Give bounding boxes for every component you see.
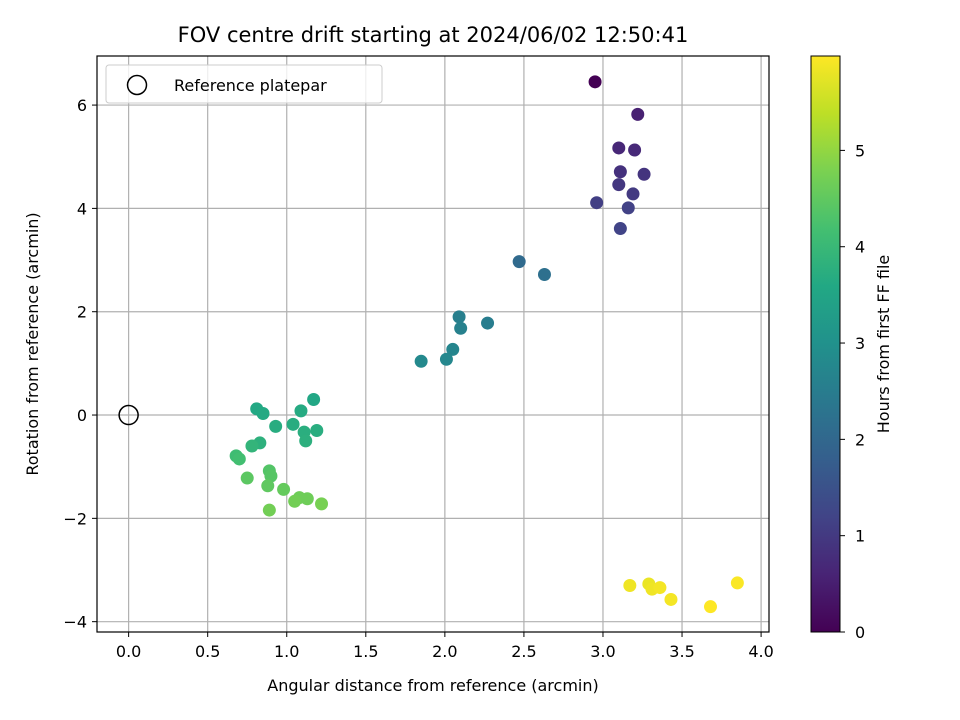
data-point — [310, 424, 324, 438]
data-point — [653, 581, 667, 595]
data-point — [294, 404, 308, 418]
y-tick-label: −4 — [63, 613, 87, 632]
data-point — [315, 497, 329, 511]
y-tick-label: −2 — [63, 509, 87, 528]
x-tick-label: 2.0 — [432, 642, 457, 661]
data-point — [481, 316, 495, 330]
data-point — [256, 406, 270, 420]
x-tick-label: 1.0 — [274, 642, 299, 661]
data-point — [454, 321, 468, 335]
data-point — [590, 196, 604, 210]
data-point — [307, 393, 321, 407]
colorbar-tick-label: 0 — [855, 623, 865, 642]
chart-title: FOV centre drift starting at 2024/06/02 … — [178, 23, 689, 47]
x-tick-label: 1.5 — [353, 642, 378, 661]
x-tick-label: 2.5 — [511, 642, 536, 661]
data-point — [299, 434, 313, 448]
data-point — [286, 417, 300, 431]
colorbar-gradient — [810, 55, 841, 633]
y-tick-label: 2 — [77, 303, 87, 322]
y-tick-label: 0 — [77, 406, 87, 425]
y-tick-label: 4 — [77, 199, 87, 218]
data-point — [452, 310, 466, 324]
y-tick-label: 6 — [77, 96, 87, 115]
data-point — [613, 165, 627, 179]
x-tick-label: 0.0 — [116, 642, 141, 661]
data-point — [439, 352, 453, 366]
data-point — [537, 268, 551, 282]
data-point — [612, 178, 626, 192]
x-axis-title: Angular distance from reference (arcmin) — [267, 676, 598, 695]
x-tick-label: 3.5 — [669, 642, 694, 661]
y-axis-title: Rotation from reference (arcmin) — [23, 212, 42, 475]
data-point — [261, 479, 275, 493]
data-point — [623, 579, 637, 593]
colorbar-ticks: 0 1 2 3 4 5 — [840, 141, 865, 642]
data-point — [446, 342, 460, 356]
data-point — [245, 439, 259, 453]
colorbar: 0 1 2 3 4 5 Hours from first FF file — [810, 55, 893, 642]
x-tick-label: 4.0 — [748, 642, 773, 661]
data-point — [232, 452, 246, 466]
data-point — [613, 222, 627, 236]
data-point — [631, 107, 645, 121]
data-point — [264, 469, 278, 483]
colorbar-tick-label: 5 — [855, 141, 865, 160]
data-point — [277, 482, 291, 496]
data-point — [628, 143, 642, 157]
legend-box — [105, 64, 383, 104]
grid-lines — [97, 56, 769, 632]
scatter-points — [229, 75, 744, 614]
data-point — [664, 592, 678, 606]
colorbar-title: Hours from first FF file — [874, 255, 893, 434]
data-point — [730, 576, 744, 590]
colorbar-tick-label: 2 — [855, 430, 865, 449]
reference-platepar-marker — [118, 404, 139, 426]
x-axis-ticks: 0.0 0.5 1.0 1.5 2.0 2.5 3.0 3.5 4.0 — [116, 632, 774, 661]
data-point — [512, 255, 526, 269]
plot-frame — [96, 55, 770, 633]
data-point — [626, 187, 640, 201]
data-point — [637, 167, 651, 181]
colorbar-tick-label: 3 — [855, 334, 865, 353]
colorbar-tick-label: 4 — [855, 238, 865, 257]
x-tick-label: 3.0 — [590, 642, 615, 661]
data-point — [703, 600, 717, 614]
data-point — [300, 492, 314, 506]
colorbar-tick-label: 1 — [855, 527, 865, 546]
y-axis-ticks: −4 −2 0 2 4 6 — [63, 96, 97, 632]
legend-reference-icon — [126, 74, 148, 96]
data-point — [262, 503, 276, 517]
data-point — [240, 471, 254, 485]
data-point — [588, 75, 602, 89]
data-point — [288, 494, 302, 508]
legend: Reference platepar — [105, 64, 383, 104]
x-tick-label: 0.5 — [195, 642, 220, 661]
data-point — [414, 354, 428, 368]
legend-label: Reference platepar — [174, 76, 327, 95]
data-point — [612, 141, 626, 155]
data-point — [269, 419, 283, 433]
data-point — [621, 201, 635, 215]
